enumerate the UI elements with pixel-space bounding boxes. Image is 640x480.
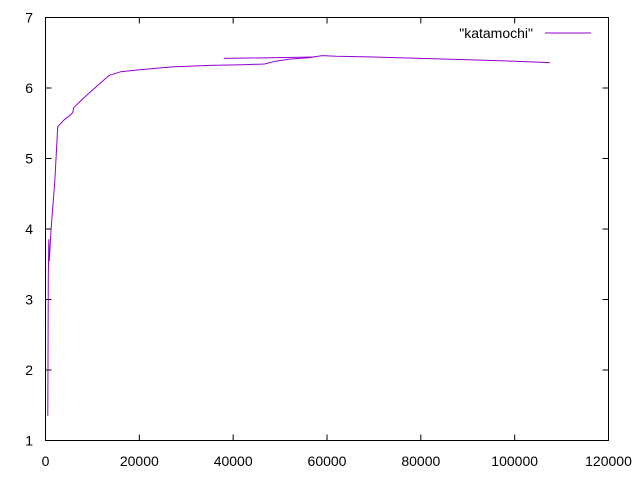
- x-tick-label: 40000: [214, 453, 253, 469]
- x-tick-label: 60000: [308, 453, 347, 469]
- axis-ticks: [45, 17, 609, 441]
- y-tick-label: 1: [25, 433, 33, 449]
- x-tick-label: 80000: [401, 453, 440, 469]
- y-tick-label: 7: [25, 10, 33, 26]
- legend-label: "katamochi": [459, 25, 533, 41]
- plot-frame: [45, 17, 609, 441]
- series-line-1: [47, 55, 550, 416]
- x-tick-label: 20000: [120, 453, 159, 469]
- x-tick-label: 120000: [585, 453, 632, 469]
- legend: "katamochi": [459, 25, 591, 41]
- y-tick-label: 3: [25, 292, 33, 308]
- x-tick-label: 100000: [491, 453, 538, 469]
- y-tick-label: 5: [25, 151, 33, 167]
- y-tick-label: 4: [25, 221, 33, 237]
- series-line-2: [223, 56, 316, 59]
- y-tick-label: 6: [25, 80, 33, 96]
- x-tick-labels: 0 20000 40000 60000 80000 100000 120000: [42, 453, 632, 469]
- y-tick-labels: 1 2 3 4 5 6 7: [25, 10, 33, 449]
- series-lines: [47, 55, 550, 416]
- y-tick-label: 2: [25, 362, 33, 378]
- x-tick-label: 0: [42, 453, 50, 469]
